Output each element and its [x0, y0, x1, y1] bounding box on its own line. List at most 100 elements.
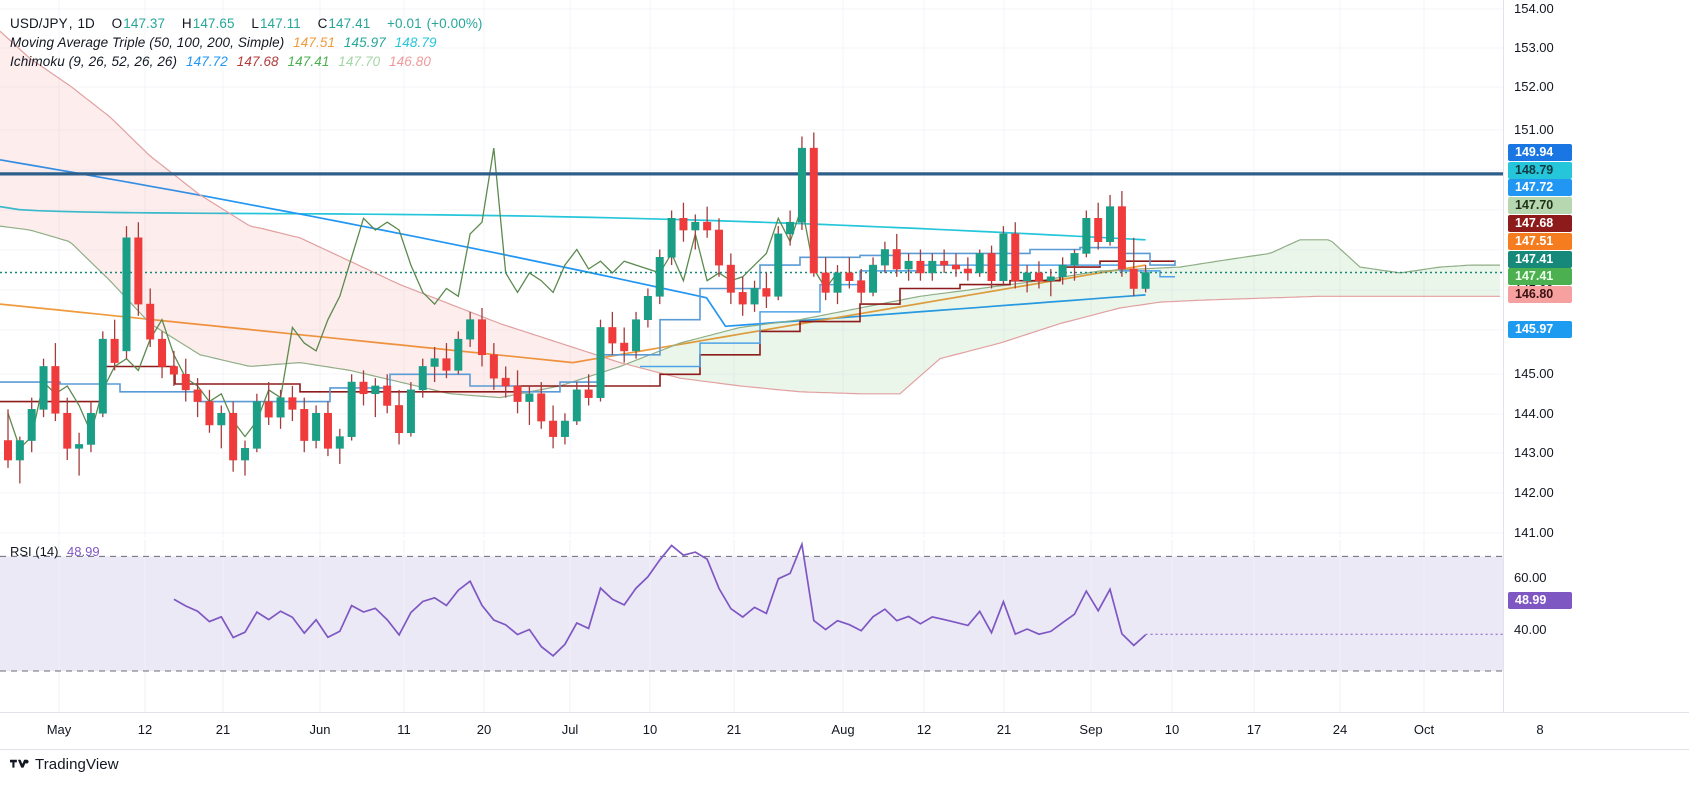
- rsi-pane[interactable]: RSI (14) 48.99: [0, 540, 1503, 712]
- legend-high-value: 147.65: [192, 16, 235, 31]
- legend-symbol-row[interactable]: USD/JPY, 1D O147.37 H147.65 L147.11 C147…: [10, 16, 483, 31]
- candle-body: [252, 401, 261, 449]
- price-chart-svg: [0, 0, 1503, 538]
- legend-ma-name: Moving Average Triple (50, 100, 200, Sim…: [10, 35, 285, 50]
- candle-body: [122, 237, 131, 352]
- price-tick-144-00: 144.00: [1514, 406, 1554, 421]
- badge-senkou-b[interactable]: 146.80: [1508, 286, 1572, 303]
- candle-body: [549, 420, 558, 437]
- rsi-line: [173, 541, 1147, 658]
- ma200-line: [0, 205, 1146, 241]
- badge-last-price[interactable]: 147.41: [1508, 251, 1572, 268]
- candle-body: [1117, 206, 1126, 270]
- senkou-a-line: [0, 225, 1500, 399]
- candle-body: [880, 249, 889, 266]
- tradingview-mark-icon: [10, 759, 29, 768]
- time-tick-10: 10: [1164, 722, 1180, 737]
- price-tick-152-00: 152.00: [1514, 79, 1554, 94]
- rsi-legend[interactable]: RSI (14) 48.99: [10, 544, 100, 559]
- candle-body: [797, 147, 806, 223]
- badge-senkou-a[interactable]: 147.70: [1508, 197, 1572, 214]
- time-tick-8: 8: [1536, 722, 1544, 737]
- candle-body: [726, 264, 735, 293]
- candle-body: [39, 366, 48, 410]
- candle-body: [1141, 272, 1150, 289]
- badge-tenkan[interactable]: 147.72: [1508, 179, 1572, 196]
- candle-body: [347, 381, 356, 437]
- legend-ichimoku-row[interactable]: Ichimoku (9, 26, 52, 26, 26) 147.72 147.…: [10, 52, 484, 71]
- candle-body: [264, 401, 273, 418]
- candle-body: [845, 272, 854, 281]
- candlestick-series: [4, 132, 1150, 484]
- candle-body: [691, 221, 700, 231]
- time-tick-12: 12: [916, 722, 932, 737]
- ma50-line: [0, 264, 1146, 364]
- candle-body: [181, 373, 190, 391]
- candle-body: [679, 218, 688, 231]
- candle-body: [951, 264, 960, 270]
- candle-body: [371, 385, 380, 395]
- time-tick-21: 21: [996, 722, 1012, 737]
- time-tick-Sep: Sep: [1079, 722, 1103, 737]
- candle-body: [1070, 253, 1079, 266]
- candle-body: [205, 401, 214, 426]
- legend-ma200-value: 148.79: [394, 35, 437, 50]
- candle-body: [572, 389, 581, 422]
- candle-body: [359, 381, 368, 395]
- legend-close-value: 147.41: [328, 16, 371, 31]
- badge-kijun[interactable]: 147.68: [1508, 215, 1572, 232]
- badge-ma200[interactable]: 148.79: [1508, 162, 1572, 179]
- rsi-value-badge[interactable]: 48.99: [1508, 592, 1572, 609]
- candle-body: [158, 338, 167, 367]
- candle-body: [869, 264, 878, 293]
- price-scale[interactable]: 154.00 153.00 152.00 151.00 145.00 144.00 143.…: [1503, 0, 1689, 712]
- time-tick-17: 17: [1246, 722, 1262, 737]
- time-tick-24: 24: [1332, 722, 1348, 737]
- candle-body: [596, 327, 605, 398]
- candle-body: [229, 412, 238, 461]
- candle-body: [584, 389, 593, 398]
- badge-149-94[interactable]: 149.94: [1508, 144, 1572, 161]
- legend-low-value: 147.11: [259, 16, 301, 31]
- chart-legend: USD/JPY, 1D O147.37 H147.65 L147.11 C147…: [10, 14, 484, 71]
- price-pane[interactable]: [0, 0, 1503, 538]
- rsi-tick-60-00: 60.00: [1514, 570, 1547, 585]
- candle-body: [86, 412, 95, 445]
- time-tick-10: 10: [642, 722, 658, 737]
- candle-body: [323, 412, 332, 449]
- candle-body: [1011, 233, 1020, 281]
- candle-body: [98, 338, 107, 414]
- candle-body: [928, 260, 937, 274]
- candle-body: [454, 338, 463, 371]
- candle-body: [655, 257, 664, 297]
- time-scale[interactable]: May 12 21 Jun 11 20 Jul 10 21 Aug 12 21 Sep 10 17 24 Oct…: [0, 712, 1689, 750]
- tenkan-line: [0, 246, 1176, 403]
- ichimoku-cloud: [0, 31, 1500, 398]
- ma100-line: [0, 158, 1146, 328]
- badge-chikou[interactable]: 147.41: [1508, 268, 1572, 285]
- price-tick-153-00: 153.00: [1514, 40, 1554, 55]
- legend-change: +0.01: [387, 16, 422, 31]
- legend-ma-row[interactable]: Moving Average Triple (50, 100, 200, Sim…: [10, 33, 484, 52]
- legend-ma50-value: 147.51: [293, 35, 336, 50]
- price-tick-143-00: 143.00: [1514, 445, 1554, 460]
- tradingview-logo[interactable]: TradingView: [10, 756, 119, 773]
- price-tick-142-00: 142.00: [1514, 485, 1554, 500]
- badge-ma50[interactable]: 147.51: [1508, 233, 1572, 250]
- legend-open-label: O: [111, 16, 123, 31]
- candle-body: [335, 436, 344, 449]
- candle-body: [288, 397, 297, 410]
- candle-body: [940, 260, 949, 266]
- legend-low-label: L: [251, 16, 259, 31]
- candle-body: [560, 420, 569, 437]
- legend-senkou-a-value: 147.70: [338, 54, 381, 69]
- candle-body: [975, 253, 984, 274]
- candle-body: [643, 295, 652, 320]
- price-grid: [0, 0, 1503, 538]
- badge-ma100[interactable]: 145.97: [1508, 321, 1572, 338]
- candle-body: [892, 249, 901, 270]
- candle-body: [217, 412, 226, 426]
- candle-body: [1058, 264, 1067, 278]
- candle-body: [513, 385, 522, 402]
- legend-interval: 1D: [77, 16, 95, 31]
